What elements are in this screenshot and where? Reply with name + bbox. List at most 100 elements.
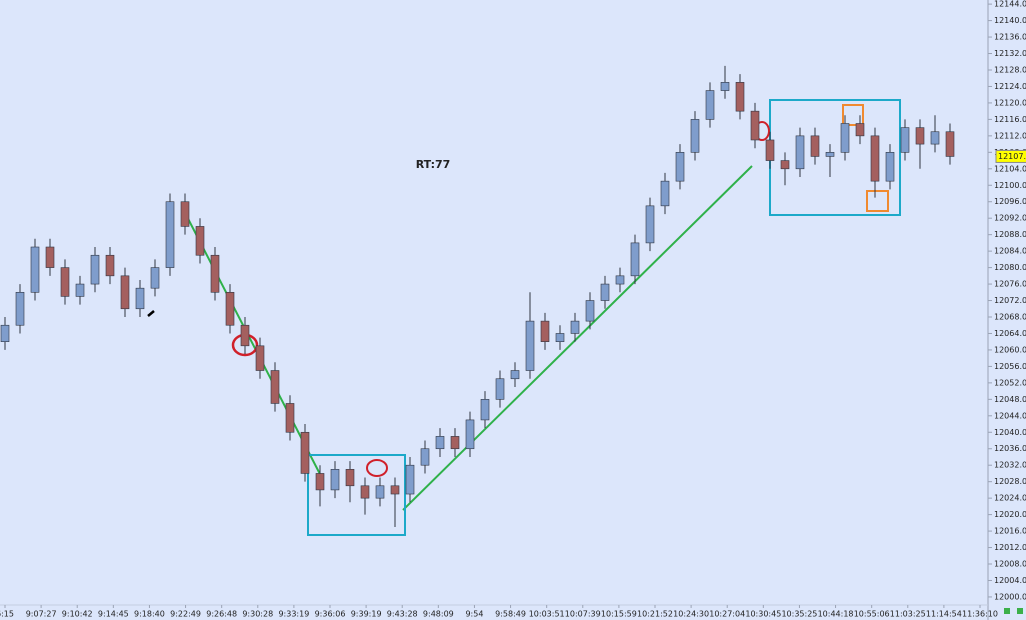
square-marker	[842, 104, 864, 126]
candle-body	[630, 242, 640, 277]
last-price-label: 12107.0	[998, 152, 1026, 161]
candle-body	[675, 152, 685, 182]
candle-body	[930, 131, 940, 145]
y-tick-label: 12020.0	[994, 510, 1026, 519]
y-tick-label: 12052.0	[994, 378, 1026, 387]
candle-body	[315, 473, 325, 491]
y-tick-label: 12128.0	[994, 65, 1026, 74]
candle-body	[585, 300, 595, 322]
y-tick-label: 12104.0	[994, 164, 1026, 173]
x-tick-label: 10:15:59	[601, 610, 637, 619]
x-tick-label: 9:39:19	[351, 610, 382, 619]
square-marker	[866, 190, 889, 212]
candle-body	[945, 131, 955, 157]
candle-body	[840, 123, 850, 153]
y-tick-label: 12084.0	[994, 247, 1026, 256]
candle-body	[270, 370, 280, 404]
circle-marker	[366, 459, 388, 477]
x-tick-label: 9:30:28	[242, 610, 273, 619]
x-tick-label: 9:10:42	[62, 610, 93, 619]
candle-body	[510, 370, 520, 380]
y-tick-label: 12136.0	[994, 33, 1026, 42]
x-tick-label: 6:15	[0, 610, 14, 619]
candle-body	[240, 324, 250, 347]
x-tick-label: 10:03:51	[529, 610, 565, 619]
candle-body	[855, 123, 865, 137]
x-tick-label: 10:55:06	[854, 610, 890, 619]
x-tick-label: 9:48:09	[423, 610, 454, 619]
annotation: RT:77	[416, 158, 451, 171]
candle-body	[360, 485, 370, 499]
candle-body	[570, 320, 580, 334]
pen-mark	[147, 310, 155, 317]
candle-body	[180, 201, 190, 227]
candle-body	[135, 287, 145, 310]
candle-body	[450, 436, 460, 450]
candle-body	[375, 485, 385, 499]
candle-body	[0, 324, 10, 342]
candle-body	[600, 283, 610, 301]
candle-body	[45, 246, 55, 268]
candle-body	[555, 333, 565, 342]
candle-body	[750, 110, 760, 141]
candle-body	[720, 82, 730, 91]
trend-line	[181, 206, 323, 479]
x-tick-label: 10:27:04	[709, 610, 745, 619]
y-tick-label: 12056.0	[994, 362, 1026, 371]
candle-body	[525, 320, 535, 371]
y-tick-label: 12080.0	[994, 263, 1026, 272]
y-tick-label: 12088.0	[994, 230, 1026, 239]
x-tick-label: 9:26:48	[206, 610, 237, 619]
y-tick-label: 12036.0	[994, 444, 1026, 453]
status-icon	[1004, 608, 1010, 614]
candle-body	[90, 254, 100, 285]
y-tick-label: 12072.0	[994, 296, 1026, 305]
candle-body	[870, 135, 880, 182]
y-tick-label: 12040.0	[994, 428, 1026, 437]
candles	[0, 65, 955, 527]
candle-body	[60, 267, 70, 297]
candle-body	[120, 275, 130, 310]
candle-body	[885, 152, 895, 182]
x-tick-label: 9:14:45	[98, 610, 129, 619]
candle-body	[810, 135, 820, 157]
x-tick-label: 10:21:52	[637, 610, 673, 619]
y-tick-label: 12124.0	[994, 82, 1026, 91]
y-tick-label: 12044.0	[994, 411, 1026, 420]
x-tick-label: 11:14:54	[926, 610, 962, 619]
candle-body	[405, 464, 415, 495]
last-price-box	[995, 149, 1026, 163]
candle-body	[900, 127, 910, 153]
y-tick-label: 12064.0	[994, 329, 1026, 338]
candle-body	[150, 267, 160, 289]
candle-body	[435, 436, 445, 450]
candle-body	[30, 246, 40, 293]
x-tick-label: 11:03:25	[890, 610, 926, 619]
range-box	[307, 454, 406, 536]
candle-body	[690, 119, 700, 153]
x-tick-label: 9:54	[465, 610, 483, 619]
y-tick-label: 12024.0	[994, 494, 1026, 503]
candle-body	[75, 283, 85, 297]
y-tick-label: 12004.0	[994, 576, 1026, 585]
candle-body	[540, 320, 550, 342]
y-tick-label: 12048.0	[994, 395, 1026, 404]
candle-body	[330, 469, 340, 491]
candle-body	[735, 82, 745, 112]
candle-body	[780, 160, 790, 170]
x-tick-label: 9:33:19	[278, 610, 309, 619]
y-tick-label: 12100.0	[994, 181, 1026, 190]
x-tick-label: 11:36:10	[962, 610, 998, 619]
candle-body	[225, 291, 235, 326]
x-tick-label: 9:36:06	[315, 610, 346, 619]
y-tick-label: 12060.0	[994, 345, 1026, 354]
x-tick-label: 9:18:40	[134, 610, 165, 619]
y-tick-label: 12132.0	[994, 49, 1026, 58]
y-tick-label: 12120.0	[994, 98, 1026, 107]
candle-body	[615, 275, 625, 285]
x-tick-label: 10:35:25	[781, 610, 817, 619]
x-tick-label: 10:44:18	[818, 610, 854, 619]
candle-body	[645, 205, 655, 244]
